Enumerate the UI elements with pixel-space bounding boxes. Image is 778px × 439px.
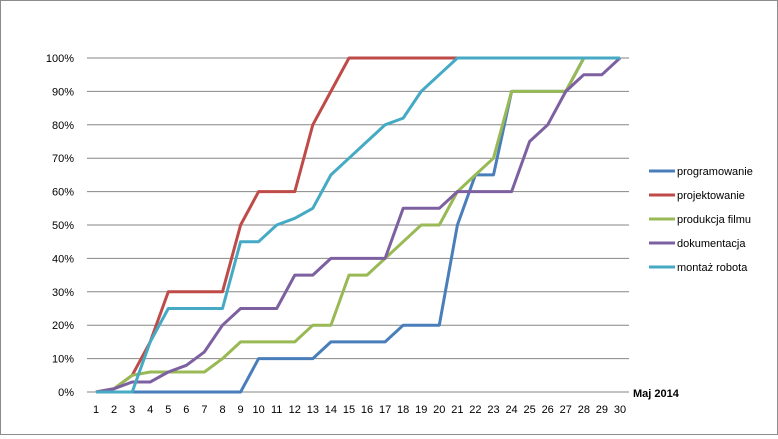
y-tick-label: 30% (52, 287, 74, 299)
y-tick-label: 20% (52, 320, 74, 332)
x-tick-label: 2 (111, 404, 117, 416)
x-tick-label: 19 (415, 404, 427, 416)
y-tick-label: 60% (52, 187, 74, 199)
x-tick-label: 28 (578, 404, 590, 416)
x-axis-tick-labels: 1 2 3 4 5 6 7 8 9 10 11 12 13 14 15 16 17 18 19 20 21 22 23 24 2… (93, 404, 626, 416)
x-tick-label: 23 (487, 404, 499, 416)
legend-label: programowanie (677, 166, 753, 178)
x-tick-label: 7 (201, 404, 207, 416)
x-tick-label: 24 (505, 404, 517, 416)
x-tick-label: 6 (183, 404, 189, 416)
x-tick-label: 27 (560, 404, 572, 416)
legend-label: montaż robota (677, 262, 748, 274)
x-tick-label: 13 (307, 404, 319, 416)
x-tick-label: 5 (165, 404, 171, 416)
x-tick-label: 10 (253, 404, 265, 416)
series-line (95, 56, 622, 394)
y-tick-label: 70% (52, 153, 74, 165)
x-tick-label: 22 (469, 404, 481, 416)
x-tick-label: 9 (238, 404, 244, 416)
y-tick-label: 0% (58, 387, 74, 399)
x-tick-label: 20 (433, 404, 445, 416)
x-axis-title: Maj 2014 (633, 388, 680, 400)
x-tick-label: 18 (397, 404, 409, 416)
legend-label: dokumentacja (677, 238, 746, 250)
y-tick-label: 10% (52, 354, 74, 366)
legend-label: produkcja filmu (677, 214, 751, 226)
y-axis-tick-labels: 0% 10% 20% 30% 40% 50% 60% 70% 80% 90% 100% (46, 53, 74, 399)
x-tick-label: 1 (93, 404, 99, 416)
x-tick-label: 15 (343, 404, 355, 416)
x-tick-label: 4 (147, 404, 153, 416)
series-line (96, 56, 620, 394)
x-tick-label: 29 (596, 404, 608, 416)
y-tick-label: 90% (52, 86, 74, 98)
x-tick-label: 26 (542, 404, 554, 416)
y-tick-label: 50% (52, 220, 74, 232)
series-line (95, 56, 620, 394)
x-tick-label: 12 (289, 404, 301, 416)
series-lines (95, 56, 622, 394)
x-tick-label: 21 (451, 404, 463, 416)
x-tick-label: 14 (325, 404, 337, 416)
x-tick-label: 30 (614, 404, 626, 416)
x-tick-label: 8 (219, 404, 225, 416)
x-tick-label: 3 (129, 404, 135, 416)
y-tick-label: 40% (52, 253, 74, 265)
x-tick-label: 16 (361, 404, 373, 416)
y-tick-label: 80% (52, 120, 74, 132)
x-tick-label: 17 (379, 404, 391, 416)
legend-label: projektowanie (677, 190, 745, 202)
x-tick-label: 25 (524, 404, 536, 416)
x-tick-label: 11 (271, 404, 282, 416)
legend: programowanie projektowanie produkcja film… (649, 166, 753, 274)
y-tick-label: 100% (46, 53, 74, 65)
